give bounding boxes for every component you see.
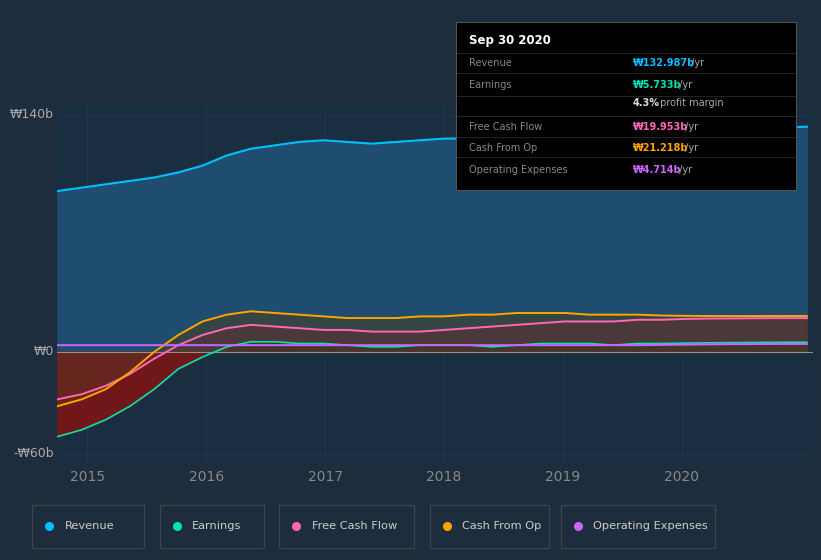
- Text: /yr: /yr: [682, 122, 698, 132]
- Text: Revenue: Revenue: [65, 521, 114, 531]
- Text: ₩21.218b: ₩21.218b: [633, 143, 688, 153]
- Text: ₩4.714b: ₩4.714b: [633, 165, 681, 175]
- Text: ₩0: ₩0: [34, 346, 53, 358]
- Text: /yr: /yr: [688, 58, 704, 68]
- Text: ₩5.733b: ₩5.733b: [633, 80, 681, 90]
- Text: Free Cash Flow: Free Cash Flow: [312, 521, 397, 531]
- Text: /yr: /yr: [676, 80, 692, 90]
- Text: Revenue: Revenue: [470, 58, 512, 68]
- Text: /yr: /yr: [682, 143, 698, 153]
- Text: Operating Expenses: Operating Expenses: [470, 165, 568, 175]
- Text: Earnings: Earnings: [192, 521, 241, 531]
- Text: /yr: /yr: [676, 165, 692, 175]
- Text: Cash From Op: Cash From Op: [470, 143, 538, 153]
- Text: -₩60b: -₩60b: [13, 447, 53, 460]
- Text: Sep 30 2020: Sep 30 2020: [470, 34, 551, 47]
- Text: Cash From Op: Cash From Op: [462, 521, 542, 531]
- Text: profit margin: profit margin: [658, 98, 724, 108]
- Text: Earnings: Earnings: [470, 80, 511, 90]
- Text: Operating Expenses: Operating Expenses: [594, 521, 709, 531]
- Text: ₩132.987b: ₩132.987b: [633, 58, 695, 68]
- Text: Free Cash Flow: Free Cash Flow: [470, 122, 543, 132]
- Text: 4.3%: 4.3%: [633, 98, 660, 108]
- Text: ₩19.953b: ₩19.953b: [633, 122, 688, 132]
- Text: ₩140b: ₩140b: [10, 109, 53, 122]
